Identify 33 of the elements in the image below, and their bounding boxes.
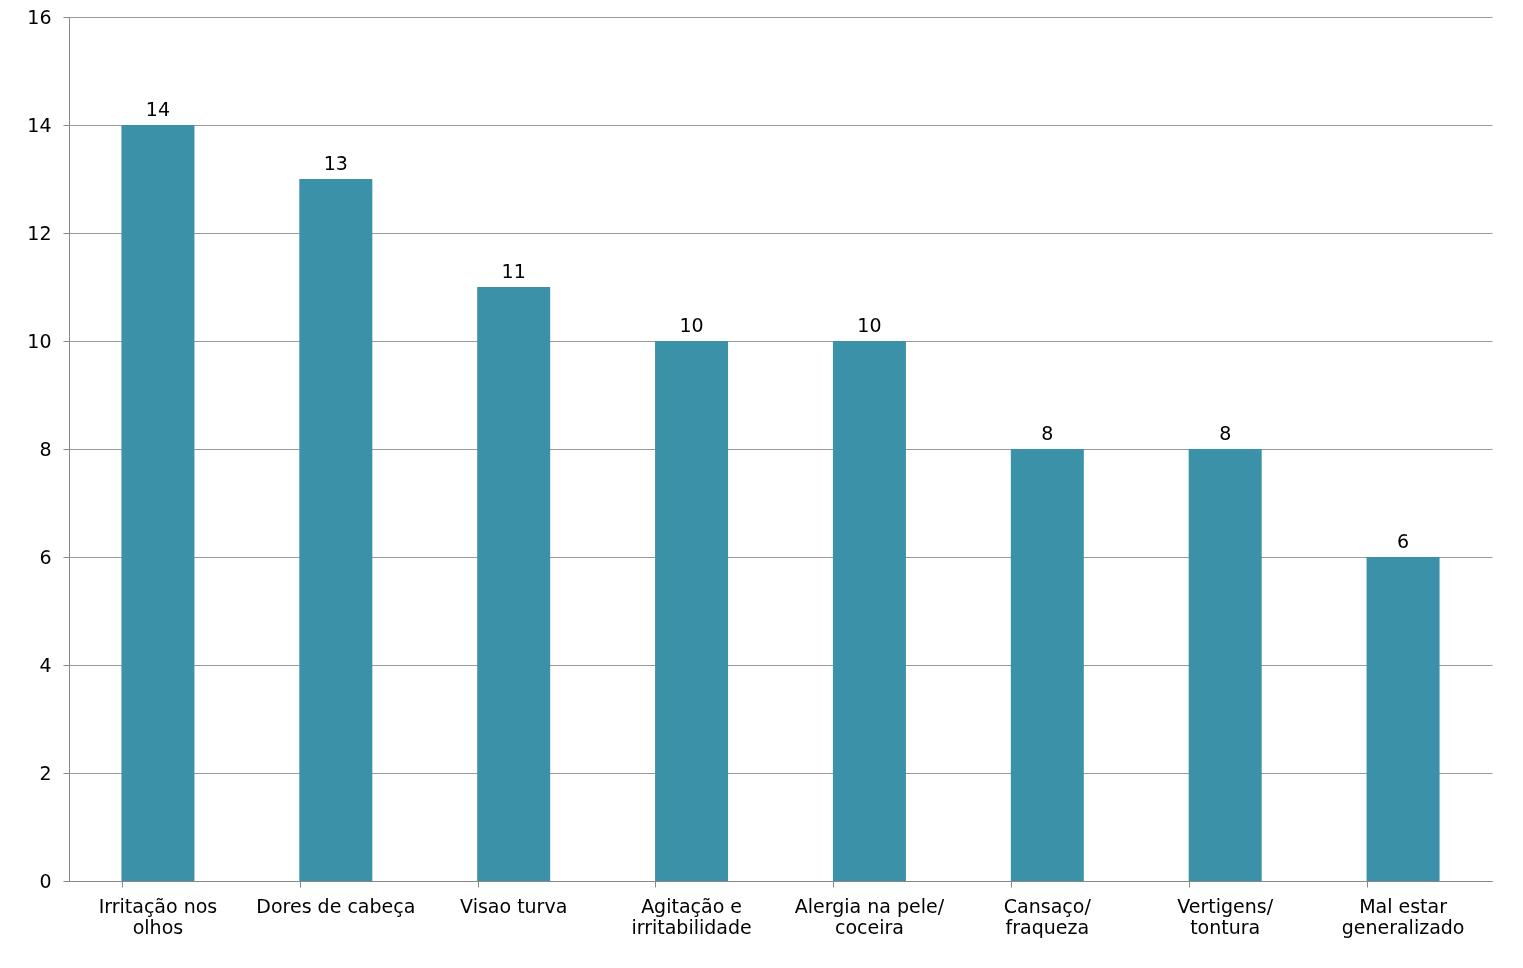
y-tick-label: 16 bbox=[27, 5, 52, 28]
x-tick-label: Dores de cabeça bbox=[256, 894, 416, 917]
y-tick-label: 0 bbox=[39, 869, 52, 892]
bar bbox=[1366, 557, 1440, 881]
x-tick-label: Agitação e irritabilidade bbox=[631, 894, 752, 938]
data-label: 10 bbox=[679, 314, 704, 336]
y-tick-label: 10 bbox=[27, 329, 52, 352]
data-label: 6 bbox=[1397, 530, 1410, 552]
x-tick-label: Mal estar generalizado bbox=[1341, 894, 1465, 938]
y-tick-label: 12 bbox=[27, 221, 52, 244]
x-tick-label: Cansaço/ fraqueza bbox=[1003, 894, 1092, 938]
bar bbox=[477, 287, 551, 881]
bar bbox=[655, 341, 729, 881]
x-tick-label: Alergia na pele/ coceira bbox=[794, 894, 945, 938]
bar bbox=[1010, 449, 1084, 881]
y-tick-label: 6 bbox=[39, 545, 52, 568]
bar bbox=[832, 341, 906, 881]
x-tick-label: Irritação nos olhos bbox=[98, 894, 218, 938]
data-label: 14 bbox=[145, 98, 171, 120]
data-label: 11 bbox=[501, 260, 526, 282]
data-label: 8 bbox=[1219, 422, 1232, 444]
y-tick-label: 14 bbox=[27, 113, 52, 136]
data-label: 10 bbox=[857, 314, 882, 336]
bar bbox=[121, 125, 195, 881]
data-label: 8 bbox=[1041, 422, 1054, 444]
y-tick-label: 8 bbox=[39, 437, 52, 460]
y-tick-label: 4 bbox=[39, 653, 52, 676]
bar bbox=[299, 179, 373, 881]
bar bbox=[1188, 449, 1262, 881]
x-tick-label: Vertigens/ tontura bbox=[1177, 894, 1274, 938]
x-tick-label: Visao turva bbox=[460, 894, 568, 917]
y-tick-label: 2 bbox=[39, 761, 52, 784]
data-label: 13 bbox=[323, 152, 348, 174]
